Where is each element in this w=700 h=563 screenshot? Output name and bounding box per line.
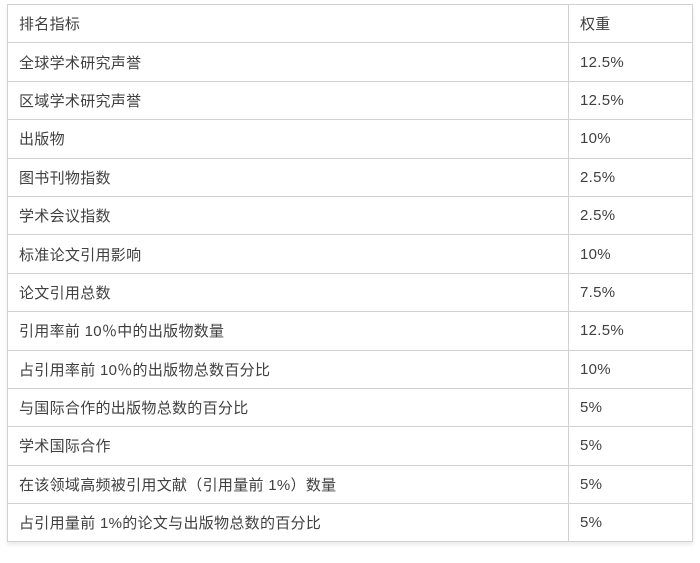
indicator-cell: 占引用量前 1%的论文与出版物总数的百分比: [7, 503, 569, 543]
indicator-cell: 学术会议指数: [7, 195, 569, 236]
ranking-indicators-table: 排名指标 权重 全球学术研究声誉 12.5% 区域学术研究声誉 12.5% 出版…: [7, 3, 693, 543]
table-row: 全球学术研究声誉 12.5%: [7, 42, 693, 82]
table-row: 图书刊物指数 2.5%: [7, 157, 693, 197]
column-header-indicator: 排名指标: [7, 3, 569, 44]
weight-cell: 5%: [568, 426, 693, 466]
table-row: 占引用量前 1%的论文与出版物总数的百分比 5%: [7, 503, 693, 543]
weight-cell: 5%: [568, 503, 693, 543]
table-row: 出版物 10%: [7, 119, 693, 159]
header-row: 排名指标 权重: [7, 3, 693, 44]
weight-cell: 10%: [568, 234, 693, 274]
table-row: 学术会议指数 2.5%: [7, 195, 693, 236]
weight-cell: 10%: [568, 349, 693, 389]
indicator-cell: 全球学术研究声誉: [7, 42, 569, 82]
weight-cell: 10%: [568, 119, 693, 159]
indicator-cell: 标准论文引用影响: [7, 234, 569, 274]
table-row: 论文引用总数 7.5%: [7, 272, 693, 313]
indicator-cell: 占引用率前 10％的出版物总数百分比: [7, 349, 569, 389]
weight-cell: 5%: [568, 387, 693, 428]
weight-cell: 12.5%: [568, 42, 693, 82]
table-row: 占引用率前 10％的出版物总数百分比 10%: [7, 349, 693, 389]
table-row: 在该领域高频被引用文献（引用量前 1%）数量 5%: [7, 464, 693, 505]
weight-cell: 2.5%: [568, 195, 693, 236]
table-row: 区域学术研究声誉 12.5%: [7, 80, 693, 121]
table-row: 学术国际合作 5%: [7, 426, 693, 466]
weight-cell: 7.5%: [568, 272, 693, 313]
indicator-cell: 区域学术研究声誉: [7, 80, 569, 121]
table-row: 引用率前 10％中的出版物数量 12.5%: [7, 311, 693, 351]
column-header-weight: 权重: [568, 3, 693, 44]
weight-cell: 12.5%: [568, 80, 693, 121]
table-row: 与国际合作的出版物总数的百分比 5%: [7, 387, 693, 428]
indicator-cell: 在该领域高频被引用文献（引用量前 1%）数量: [7, 464, 569, 505]
indicator-cell: 与国际合作的出版物总数的百分比: [7, 387, 569, 428]
weight-cell: 2.5%: [568, 157, 693, 197]
weight-cell: 12.5%: [568, 311, 693, 351]
indicator-cell: 论文引用总数: [7, 272, 569, 313]
indicator-cell: 引用率前 10％中的出版物数量: [7, 311, 569, 351]
indicator-cell: 学术国际合作: [7, 426, 569, 466]
indicator-cell: 图书刊物指数: [7, 157, 569, 197]
table-row: 标准论文引用影响 10%: [7, 234, 693, 274]
weight-cell: 5%: [568, 464, 693, 505]
indicator-cell: 出版物: [7, 119, 569, 159]
weights-table-container: 排名指标 权重 全球学术研究声誉 12.5% 区域学术研究声誉 12.5% 出版…: [7, 3, 693, 543]
